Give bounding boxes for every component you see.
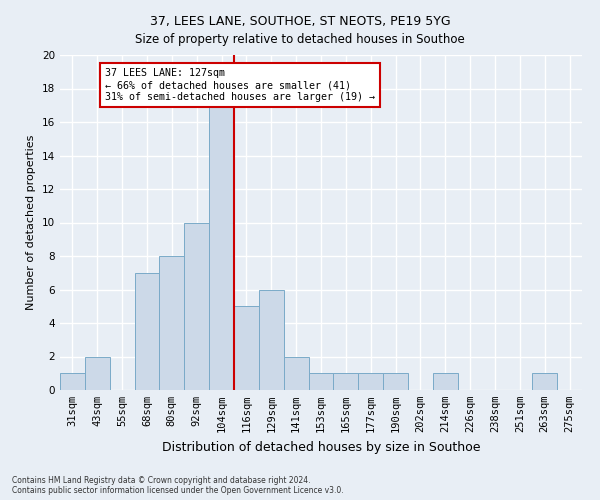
Bar — [209, 106, 234, 390]
Bar — [383, 373, 408, 390]
Bar — [358, 373, 383, 390]
Bar — [184, 222, 209, 390]
Bar — [334, 373, 358, 390]
Bar — [85, 356, 110, 390]
Bar — [60, 373, 85, 390]
Bar — [284, 356, 308, 390]
Bar — [308, 373, 334, 390]
Text: Size of property relative to detached houses in Southoe: Size of property relative to detached ho… — [135, 32, 465, 46]
Bar — [160, 256, 184, 390]
Text: Contains HM Land Registry data © Crown copyright and database right 2024.
Contai: Contains HM Land Registry data © Crown c… — [12, 476, 344, 495]
Text: 37, LEES LANE, SOUTHOE, ST NEOTS, PE19 5YG: 37, LEES LANE, SOUTHOE, ST NEOTS, PE19 5… — [149, 15, 451, 28]
Y-axis label: Number of detached properties: Number of detached properties — [26, 135, 37, 310]
Bar — [433, 373, 458, 390]
Bar — [134, 273, 160, 390]
Bar — [234, 306, 259, 390]
Text: 37 LEES LANE: 127sqm
← 66% of detached houses are smaller (41)
31% of semi-detac: 37 LEES LANE: 127sqm ← 66% of detached h… — [105, 68, 375, 102]
Bar — [259, 290, 284, 390]
Bar — [532, 373, 557, 390]
X-axis label: Distribution of detached houses by size in Southoe: Distribution of detached houses by size … — [162, 440, 480, 454]
